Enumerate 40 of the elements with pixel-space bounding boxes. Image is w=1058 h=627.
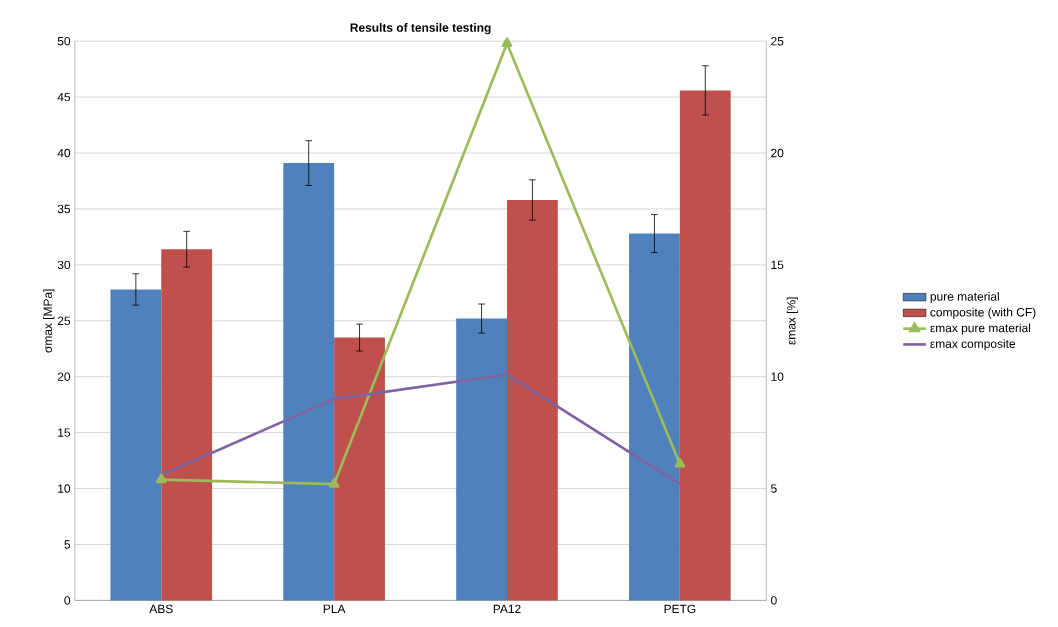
legend-label: εmax pure material bbox=[930, 323, 1031, 335]
y-axis-title: σmax [MPa] bbox=[43, 289, 55, 353]
y2-tick-label: 25 bbox=[771, 36, 784, 46]
legend-label: composite (with CF) bbox=[930, 307, 1036, 319]
chart-title: Results of tensile testing bbox=[350, 22, 491, 35]
point bbox=[155, 473, 167, 484]
legend-label: εmax composite bbox=[930, 339, 1016, 351]
bar bbox=[161, 249, 213, 601]
y-tick-label: 50 bbox=[57, 36, 71, 46]
y2-tick-label: 20 bbox=[771, 148, 784, 158]
bar bbox=[110, 289, 162, 601]
legend-label: pure material bbox=[930, 291, 999, 303]
y-tick-label: 15 bbox=[58, 428, 71, 437]
y2-tick-label: 15 bbox=[771, 260, 784, 269]
y-tick-label: 5 bbox=[64, 540, 71, 549]
y-tick-label: 25 bbox=[57, 316, 71, 325]
bar bbox=[456, 318, 507, 601]
y2-tick-label: 0 bbox=[771, 596, 777, 605]
x-tick-label: PETG bbox=[664, 604, 696, 614]
y2-tick-label: 10 bbox=[771, 372, 784, 381]
y-tick-label: 45 bbox=[57, 92, 71, 102]
y-tick-label: 0 bbox=[64, 596, 71, 605]
bar bbox=[507, 199, 558, 601]
point bbox=[328, 478, 340, 488]
point bbox=[674, 457, 686, 468]
bar bbox=[679, 90, 731, 601]
bar bbox=[283, 162, 335, 601]
y2-tick-label: 5 bbox=[771, 484, 777, 493]
y-tick-label: 30 bbox=[57, 260, 71, 269]
y-tick-label: 10 bbox=[58, 484, 71, 493]
bar bbox=[334, 337, 385, 601]
y-tick-label: 35 bbox=[57, 204, 71, 214]
bar bbox=[629, 233, 680, 601]
x-tick-label: PA12 bbox=[493, 604, 521, 613]
y-tick-label: 20 bbox=[57, 372, 71, 381]
x-tick-label: ABS bbox=[149, 604, 173, 614]
y-tick-label: 40 bbox=[57, 148, 71, 158]
y2-axis-title: εmax [%] bbox=[786, 297, 798, 345]
point bbox=[501, 37, 513, 47]
x-tick-label: PLA bbox=[323, 604, 346, 613]
